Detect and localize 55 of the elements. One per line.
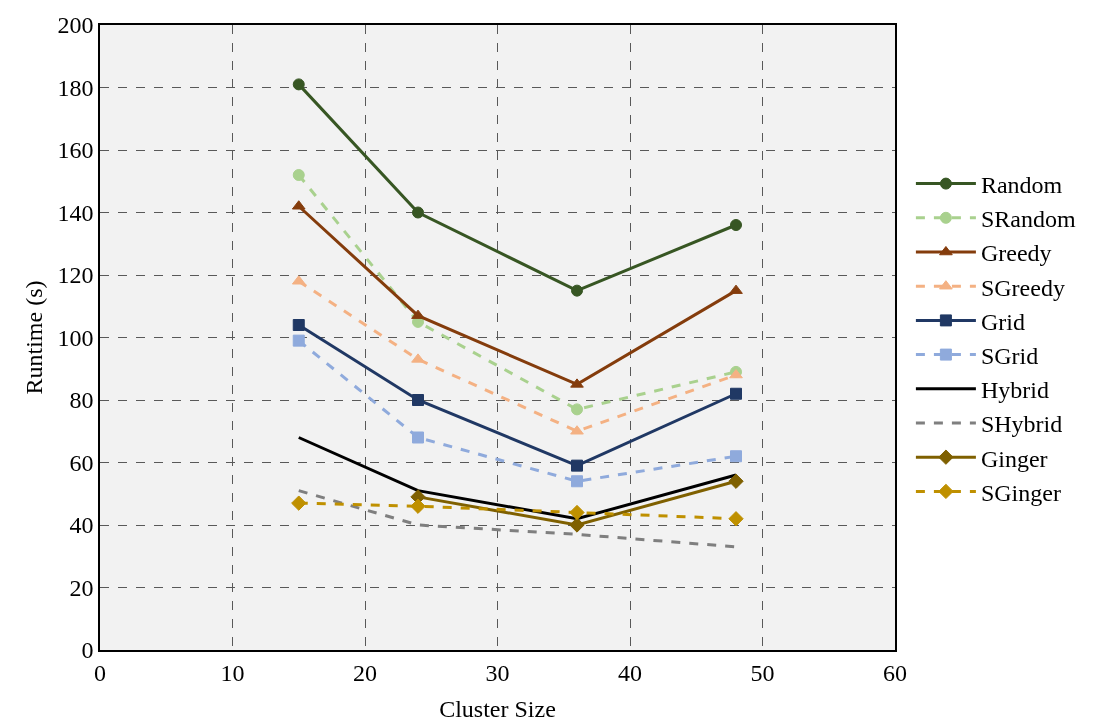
point xyxy=(571,284,583,297)
legend-label: SGrid xyxy=(980,342,1039,369)
point xyxy=(411,353,425,363)
y-axis-title: Runtime (s) xyxy=(20,280,47,395)
point xyxy=(728,511,744,527)
legend-label: Greedy xyxy=(980,240,1052,267)
x-tick-label: 50 xyxy=(750,659,775,686)
point xyxy=(412,394,424,406)
point xyxy=(412,206,424,219)
x-tick-label: 10 xyxy=(220,659,245,686)
y-tick-label: 60 xyxy=(69,449,94,476)
point xyxy=(411,309,425,319)
point xyxy=(729,369,743,379)
point xyxy=(569,517,585,533)
y-tick-label: 120 xyxy=(57,262,94,289)
y-tick-label: 180 xyxy=(57,74,94,101)
y-tick-label: 80 xyxy=(69,387,94,414)
point xyxy=(292,319,305,331)
point xyxy=(291,495,307,511)
point xyxy=(570,425,584,435)
legend-label: Ginger xyxy=(980,445,1048,472)
y-tick-label: 40 xyxy=(69,512,94,539)
legend-label: SGreedy xyxy=(980,274,1065,301)
y-tick-label: 160 xyxy=(57,137,94,164)
point xyxy=(292,334,305,347)
y-tick-label: 140 xyxy=(57,199,94,226)
legend-label: SHybrid xyxy=(980,411,1063,438)
point xyxy=(571,403,583,416)
x-tick-label: 60 xyxy=(883,659,907,686)
point xyxy=(412,431,424,444)
y-tick-label: 200 xyxy=(57,12,94,39)
y-tick-label: 0 xyxy=(81,637,94,664)
y-tick-label: 100 xyxy=(57,324,94,351)
point xyxy=(729,284,743,294)
point xyxy=(730,387,742,400)
point xyxy=(410,498,426,514)
point xyxy=(730,219,742,231)
legend-label: Random xyxy=(980,171,1063,198)
x-axis-title: Cluster Size xyxy=(439,696,556,722)
x-tick-label: 30 xyxy=(485,659,510,686)
legend-label: SRandom xyxy=(980,206,1076,233)
point xyxy=(571,475,583,488)
point xyxy=(292,169,305,181)
point xyxy=(570,378,584,388)
legend-label: SGinger xyxy=(980,479,1061,506)
point xyxy=(728,473,744,489)
x-tick-label: 40 xyxy=(618,659,642,686)
legend-label: Hybrid xyxy=(980,377,1049,404)
point xyxy=(292,78,305,91)
legend-label: Grid xyxy=(980,308,1025,335)
point xyxy=(730,450,742,463)
x-tick-label: 20 xyxy=(353,659,377,686)
point xyxy=(569,504,585,521)
point xyxy=(571,459,583,472)
y-tick-label: 20 xyxy=(69,574,94,601)
